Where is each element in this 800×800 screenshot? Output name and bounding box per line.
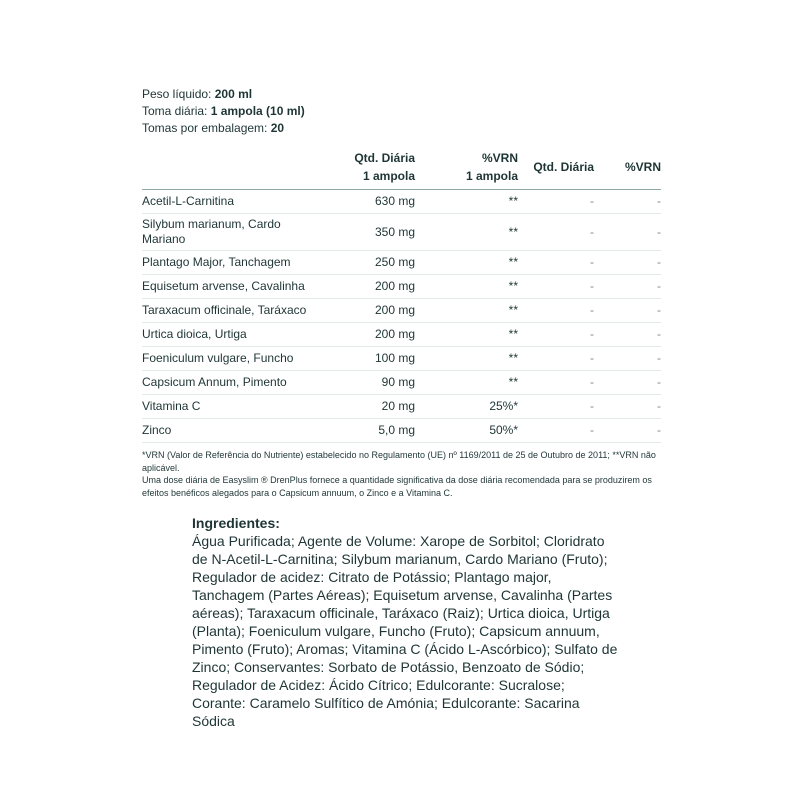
daily-qty-2: -	[518, 274, 596, 299]
vrn-2: -	[596, 274, 661, 299]
daily-qty-2: -	[518, 250, 596, 275]
vrn: **	[415, 250, 518, 275]
vrn-2: -	[596, 418, 661, 443]
product-info: Peso líquido: 200 ml Toma diária: 1 ampo…	[142, 86, 305, 137]
daily-qty-2: -	[518, 370, 596, 395]
ingredient-name: Taraxacum officinale, Taráxaco	[142, 298, 322, 323]
table-row: Acetil-L-Carnitina 630 mg ** - -	[142, 189, 661, 214]
vrn-2: -	[596, 394, 661, 419]
daily-qty-2: -	[518, 298, 596, 323]
vrn: 25%*	[415, 394, 518, 419]
vrn: **	[415, 213, 518, 251]
daily-qty: 5,0 mg	[322, 418, 415, 443]
nutrition-table: Qtd. Diária 1 ampola %VRN 1 ampola Qtd. Di…	[142, 148, 661, 443]
vrn: **	[415, 370, 518, 395]
ingredients: Ingredientes: Água Purificada; Agente de…	[192, 514, 622, 730]
table-row: Taraxacum officinale, Taráxaco 200 mg ** - -	[142, 298, 661, 323]
daily-qty: 200 mg	[322, 298, 415, 323]
daily-qty: 200 mg	[322, 274, 415, 299]
header-daily-qty: Qtd. Diária 1 ampola	[322, 148, 415, 190]
vrn: **	[415, 274, 518, 299]
ingredient-name: Plantago Major, Tanchagem	[142, 250, 322, 275]
daily-qty-2: -	[518, 322, 596, 347]
ingredient-name: Foeniculum vulgare, Funcho	[142, 346, 322, 371]
daily-qty: 200 mg	[322, 322, 415, 347]
header-vrn: %VRN 1 ampola	[415, 148, 518, 190]
vrn-2: -	[596, 298, 661, 323]
dose-footnote: Uma dose diária de Easyslim ® DrenPlus f…	[142, 475, 652, 498]
table-row: Urtica dioica, Urtiga 200 mg ** - -	[142, 322, 661, 347]
table-header: Qtd. Diária 1 ampola %VRN 1 ampola Qtd. Di…	[142, 148, 661, 190]
daily-qty: 250 mg	[322, 250, 415, 275]
daily-qty: 100 mg	[322, 346, 415, 371]
net-weight: Peso líquido: 200 ml	[142, 87, 253, 101]
table-row: Foeniculum vulgare, Funcho 100 mg ** - -	[142, 346, 661, 371]
ingredient-name: Capsicum Annum, Pimento	[142, 370, 322, 395]
daily-qty: 350 mg	[322, 213, 415, 251]
daily-qty: 20 mg	[322, 394, 415, 419]
header-daily-qty-2: Qtd. Diária	[518, 148, 596, 190]
vrn: **	[415, 298, 518, 323]
vrn-2: -	[596, 250, 661, 275]
daily-qty-2: -	[518, 213, 596, 251]
doses-per-pack: Tomas por embalagem: 20	[142, 121, 285, 135]
table-row: Silybum marianum, Cardo Mariano 350 mg ** -…	[142, 213, 661, 251]
footnotes: *VRN (Valor de Referência do Nutriente) …	[142, 449, 667, 499]
daily-dose: Toma diária: 1 ampola (10 ml)	[142, 104, 305, 118]
vrn-2: -	[596, 322, 661, 347]
vrn-2: -	[596, 370, 661, 395]
ingredient-name: Equisetum arvense, Cavalinha	[142, 274, 322, 299]
vrn: **	[415, 346, 518, 371]
table-row: Plantago Major, Tanchagem 250 mg ** - -	[142, 250, 661, 275]
daily-qty: 630 mg	[322, 189, 415, 214]
ingredients-title: Ingredientes:	[192, 515, 280, 531]
ingredient-name: Urtica dioica, Urtiga	[142, 322, 322, 347]
vrn-2: -	[596, 189, 661, 214]
vrn: **	[415, 189, 518, 214]
daily-qty-2: -	[518, 394, 596, 419]
daily-qty-2: -	[518, 189, 596, 214]
vrn-2: -	[596, 346, 661, 371]
daily-qty-2: -	[518, 346, 596, 371]
ingredient-name: Silybum marianum, Cardo Mariano	[142, 213, 322, 251]
vrn: **	[415, 322, 518, 347]
vrn-2: -	[596, 213, 661, 251]
table-row: Vitamina C 20 mg 25%* - -	[142, 394, 661, 419]
daily-qty-2: -	[518, 418, 596, 443]
ingredients-text: Água Purificada; Agente de Volume: Xarop…	[192, 533, 618, 729]
ingredient-name: Zinco	[142, 418, 322, 443]
table-row: Equisetum arvense, Cavalinha 200 mg ** - -	[142, 274, 661, 299]
table-row: Capsicum Annum, Pimento 90 mg ** - -	[142, 370, 661, 395]
header-vrn-2: %VRN	[596, 148, 661, 190]
table-row: Zinco 5,0 mg 50%* - -	[142, 418, 661, 443]
vrn-footnote: *VRN (Valor de Referência do Nutriente) …	[142, 450, 656, 473]
vrn: 50%*	[415, 418, 518, 443]
daily-qty: 90 mg	[322, 370, 415, 395]
ingredient-name: Acetil-L-Carnitina	[142, 189, 322, 214]
ingredient-name: Vitamina C	[142, 394, 322, 419]
